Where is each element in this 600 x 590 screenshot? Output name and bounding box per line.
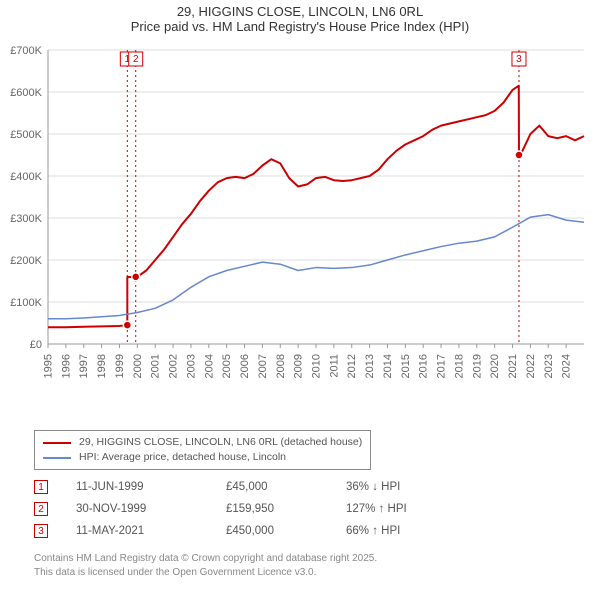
sale-delta: 66% ↑ HPI (346, 525, 486, 537)
svg-text:2020: 2020 (489, 354, 501, 378)
svg-text:2000: 2000 (132, 354, 144, 378)
price-chart: £0 £100K £200K £300K £400K £500K £600K £700K 199… (10, 44, 590, 424)
svg-text:£700K: £700K (10, 45, 42, 57)
svg-text:£100K: £100K (10, 297, 42, 309)
svg-text:2022: 2022 (525, 354, 537, 378)
svg-text:2006: 2006 (239, 354, 251, 378)
svg-text:2003: 2003 (185, 354, 197, 378)
svg-text:2013: 2013 (364, 354, 376, 378)
svg-text:£0: £0 (30, 339, 42, 351)
svg-text:2014: 2014 (382, 354, 394, 378)
table-row: 3 11-MAY-2021 £450,000 66% ↑ HPI (34, 520, 486, 542)
svg-text:1998: 1998 (96, 354, 108, 378)
footnote-line1: Contains HM Land Registry data © Crown c… (34, 552, 377, 566)
svg-text:2005: 2005 (221, 354, 233, 378)
svg-text:£500K: £500K (10, 129, 42, 141)
legend-label-hpi: HPI: Average price, detached house, Linc… (79, 450, 286, 465)
svg-text:2: 2 (133, 54, 139, 65)
svg-text:2011: 2011 (328, 354, 340, 378)
svg-text:2004: 2004 (203, 354, 215, 378)
sale-price: £450,000 (226, 525, 346, 537)
legend-swatch-hpi (43, 457, 71, 459)
table-row: 2 30-NOV-1999 £159,950 127% ↑ HPI (34, 498, 486, 520)
svg-text:2015: 2015 (400, 354, 412, 378)
legend-item-property: 29, HIGGINS CLOSE, LINCOLN, LN6 0RL (det… (43, 435, 362, 450)
table-row: 1 11-JUN-1999 £45,000 36% ↓ HPI (34, 476, 486, 498)
sale-price: £45,000 (226, 481, 346, 493)
svg-text:2001: 2001 (150, 354, 162, 378)
chart-title-subtitle: Price paid vs. HM Land Registry's House … (0, 19, 600, 34)
svg-text:2019: 2019 (471, 354, 483, 378)
sale-marker-1: 1 (34, 480, 48, 494)
svg-text:£300K: £300K (10, 213, 42, 225)
svg-text:1996: 1996 (60, 354, 72, 378)
chart-titles: 29, HIGGINS CLOSE, LINCOLN, LN6 0RL Pric… (0, 0, 600, 34)
sale-marker-3: 3 (34, 524, 48, 538)
svg-text:£200K: £200K (10, 255, 42, 267)
sale-delta: 36% ↓ HPI (346, 481, 486, 493)
svg-text:2012: 2012 (346, 354, 358, 378)
svg-text:2007: 2007 (257, 354, 269, 378)
sale-date: 11-JUN-1999 (76, 481, 226, 493)
svg-text:2009: 2009 (293, 354, 305, 378)
svg-text:2016: 2016 (418, 354, 430, 378)
svg-text:2008: 2008 (275, 354, 287, 378)
chart-title-address: 29, HIGGINS CLOSE, LINCOLN, LN6 0RL (0, 4, 600, 19)
footnote-line2: This data is licensed under the Open Gov… (34, 566, 377, 580)
svg-text:3: 3 (516, 54, 522, 65)
footnote: Contains HM Land Registry data © Crown c… (34, 552, 377, 579)
svg-text:2010: 2010 (311, 354, 323, 378)
svg-text:1995: 1995 (43, 354, 55, 378)
svg-text:1999: 1999 (114, 354, 126, 378)
svg-text:2021: 2021 (507, 354, 519, 378)
sale-marker-2: 2 (34, 502, 48, 516)
svg-text:£600K: £600K (10, 87, 42, 99)
svg-text:£400K: £400K (10, 171, 42, 183)
chart-area: £0 £100K £200K £300K £400K £500K £600K £700K 199… (10, 44, 590, 424)
sale-delta: 127% ↑ HPI (346, 503, 486, 515)
svg-text:2002: 2002 (168, 354, 180, 378)
sale-date: 11-MAY-2021 (76, 525, 226, 537)
svg-text:2018: 2018 (453, 354, 465, 378)
legend-swatch-property (43, 442, 71, 444)
legend: 29, HIGGINS CLOSE, LINCOLN, LN6 0RL (det… (34, 430, 371, 470)
legend-label-property: 29, HIGGINS CLOSE, LINCOLN, LN6 0RL (det… (79, 435, 362, 450)
svg-text:2017: 2017 (436, 354, 448, 378)
sale-price: £159,950 (226, 503, 346, 515)
svg-text:2023: 2023 (543, 354, 555, 378)
svg-text:2024: 2024 (561, 354, 573, 378)
legend-item-hpi: HPI: Average price, detached house, Linc… (43, 450, 362, 465)
svg-text:1997: 1997 (78, 354, 90, 378)
sales-table: 1 11-JUN-1999 £45,000 36% ↓ HPI 2 30-NOV… (34, 476, 486, 542)
sale-date: 30-NOV-1999 (76, 503, 226, 515)
